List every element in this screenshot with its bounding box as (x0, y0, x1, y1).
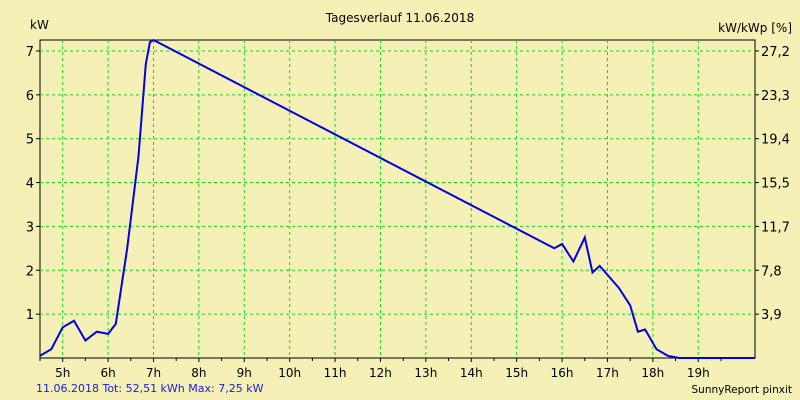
x-tick-label: 10h (278, 366, 301, 380)
y-tick-label-right: 15,5 (761, 177, 790, 192)
y-tick-label-left: 4 (26, 177, 34, 192)
footer-brand: SunnyReport pinxit (691, 384, 792, 396)
series-line (39, 38, 755, 359)
y-axis-label-left: kW (30, 18, 49, 32)
plot-frame (39, 39, 756, 359)
x-tick-label: 18h (641, 366, 664, 380)
x-tick-label: 6h (100, 366, 115, 380)
x-tick-label: 19h (687, 366, 710, 380)
x-tick-label: 5h (55, 366, 70, 380)
y-tick-label-left: 5 (26, 133, 34, 148)
y-tick-label-right: 27,2 (761, 45, 790, 60)
y-tick-label-left: 2 (26, 264, 34, 279)
x-tick-label: 13h (414, 366, 437, 380)
y-tick-label-right: 11,7 (761, 220, 790, 235)
x-tick-label: 12h (369, 366, 392, 380)
x-tick-label: 7h (146, 366, 161, 380)
x-tick-label: 11h (324, 366, 347, 380)
y-tick-label-left: 3 (26, 220, 34, 235)
x-tick-label: 17h (596, 366, 619, 380)
footer-summary: 11.06.2018 Tot: 52,51 kWh Max: 7,25 kW (36, 382, 264, 395)
y-axis-label-right: kW/kWp [%] (718, 21, 792, 35)
x-tick-label: 8h (191, 366, 206, 380)
y-tick-label-left: 6 (26, 89, 34, 104)
x-tick-label: 9h (237, 366, 252, 380)
y-tick-label-right: 23,3 (761, 89, 790, 104)
x-tick-label: 14h (460, 366, 483, 380)
x-tick-label: 16h (551, 366, 574, 380)
y-tick-label-right: 7,8 (761, 264, 782, 279)
x-tick-label: 15h (505, 366, 528, 380)
y-tick-label-right: 3,9 (761, 308, 782, 323)
y-tick-label-left: 7 (26, 45, 34, 60)
y-tick-label-right: 19,4 (761, 133, 790, 148)
chart-title: Tagesverlauf 11.06.2018 (325, 11, 475, 25)
y-tick-label-left: 1 (26, 308, 34, 323)
